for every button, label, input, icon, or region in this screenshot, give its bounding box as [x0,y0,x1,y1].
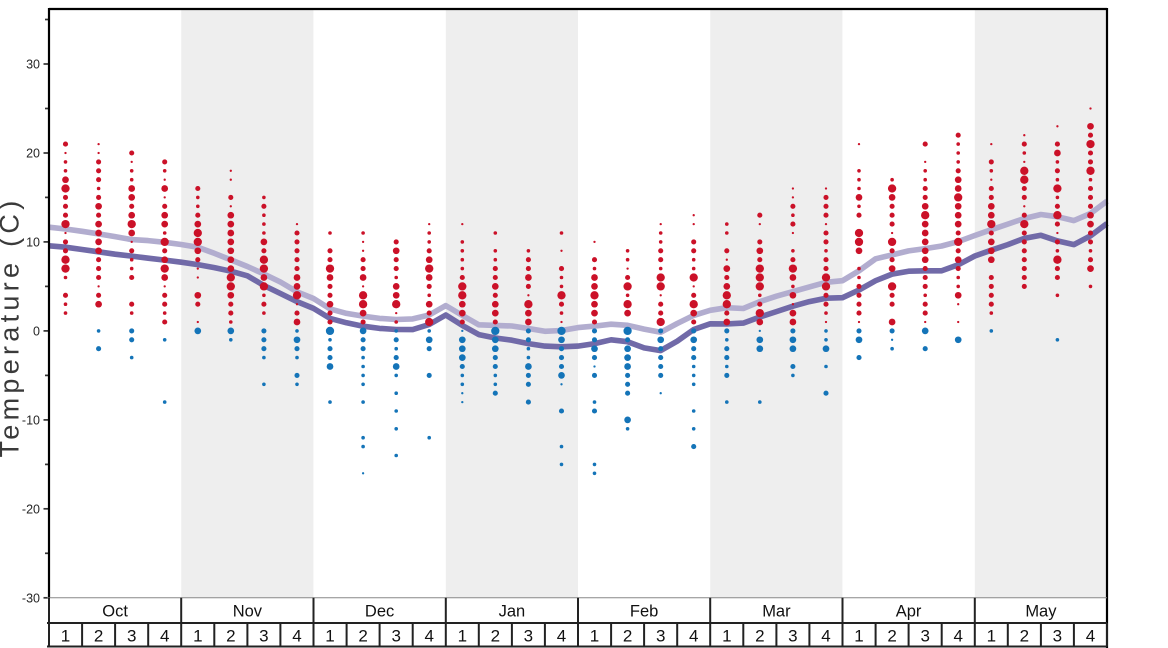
svg-text:0: 0 [33,324,40,338]
svg-text:4: 4 [557,627,566,646]
svg-text:2: 2 [1020,627,1029,646]
svg-text:1: 1 [325,627,334,646]
svg-text:Dec: Dec [365,603,394,621]
svg-text:Apr: Apr [896,603,922,621]
svg-text:2: 2 [491,627,500,646]
svg-text:Nov: Nov [233,603,263,621]
svg-text:1: 1 [61,627,70,646]
svg-text:30: 30 [26,58,40,72]
svg-text:1: 1 [987,627,996,646]
svg-text:2: 2 [623,627,632,646]
svg-text:1: 1 [722,627,731,646]
svg-text:Feb: Feb [630,603,658,621]
svg-text:-10: -10 [22,413,40,427]
svg-text:10: 10 [26,235,40,249]
svg-text:4: 4 [1086,627,1095,646]
svg-text:1: 1 [854,627,863,646]
svg-text:May: May [1025,603,1057,621]
svg-text:4: 4 [689,627,698,646]
svg-text:2: 2 [226,627,235,646]
svg-text:2: 2 [887,627,896,646]
svg-text:-30: -30 [22,591,40,605]
svg-text:4: 4 [953,627,962,646]
svg-text:3: 3 [920,627,929,646]
svg-text:Mar: Mar [762,603,791,621]
svg-text:1: 1 [193,627,202,646]
svg-text:3: 3 [127,627,136,646]
svg-text:Jan: Jan [499,603,526,621]
svg-text:3: 3 [788,627,797,646]
svg-text:Oct: Oct [102,603,128,621]
svg-text:-20: -20 [22,502,40,516]
svg-text:3: 3 [391,627,400,646]
svg-text:2: 2 [755,627,764,646]
svg-text:4: 4 [424,627,433,646]
svg-text:3: 3 [524,627,533,646]
svg-text:4: 4 [292,627,301,646]
svg-text:2: 2 [94,627,103,646]
svg-text:4: 4 [821,627,830,646]
svg-text:3: 3 [259,627,268,646]
svg-text:2: 2 [358,627,367,646]
svg-text:3: 3 [1053,627,1062,646]
svg-text:1: 1 [458,627,467,646]
svg-text:3: 3 [656,627,665,646]
svg-text:1: 1 [590,627,599,646]
svg-text:Temperature (C): Temperature (C) [0,196,25,457]
svg-text:4: 4 [160,627,169,646]
svg-text:20: 20 [26,147,40,161]
